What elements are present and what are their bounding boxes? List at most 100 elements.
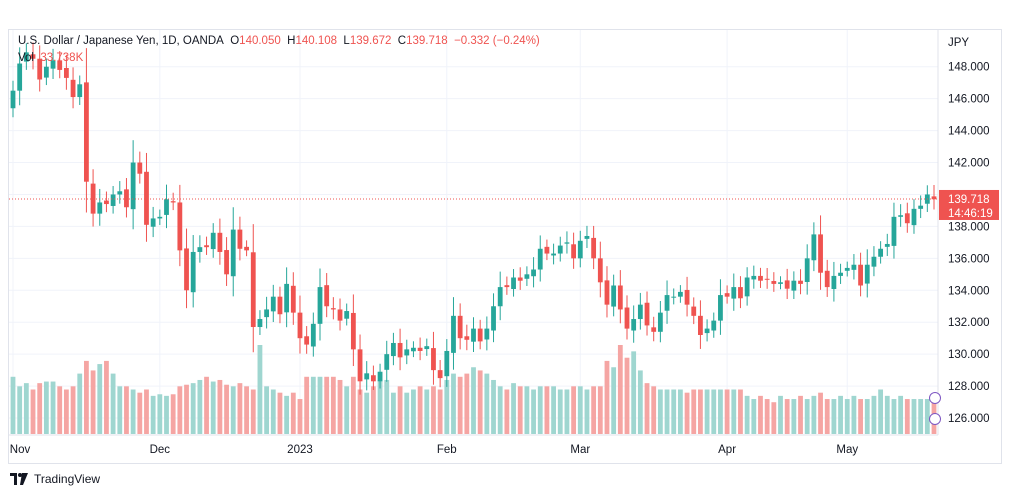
candle-body: [370, 375, 376, 382]
volume-bar: [457, 376, 463, 434]
volume-bar: [177, 386, 183, 434]
y-tick-label: 136.000: [948, 253, 990, 265]
volume-bar: [451, 373, 456, 434]
volume-bar: [270, 389, 276, 434]
symbol-title: U.S. Dollar / Japanese Yen, 1D, OANDA: [18, 35, 224, 47]
volume-bar: [577, 386, 583, 434]
candle-body: [571, 244, 577, 259]
volume-legend[interactable]: Vol 33.738K: [18, 52, 83, 64]
candle-body: [764, 278, 770, 280]
volume-bar: [391, 392, 396, 434]
volume-bar: [771, 402, 777, 434]
y-tick-label: 132.000: [948, 317, 990, 329]
volume-bar: [37, 383, 43, 434]
volume-bar: [664, 389, 670, 434]
candle-body: [577, 240, 583, 259]
circle-icon[interactable]: [929, 392, 941, 404]
x-tick-label: Feb: [437, 444, 457, 456]
volume-bar: [504, 389, 510, 434]
candle-body: [224, 250, 229, 275]
y-tick-label: 138.000: [948, 221, 990, 233]
candle-body: [624, 307, 630, 329]
candle-body: [444, 350, 450, 377]
candle-body: [637, 304, 643, 320]
volume-bar: [631, 351, 637, 434]
volume-bar: [791, 399, 797, 434]
candle-body: [70, 79, 76, 98]
symbol-legend[interactable]: U.S. Dollar / Japanese Yen, 1D, OANDA O1…: [18, 35, 540, 47]
volume-bar: [731, 389, 737, 434]
candle-body: [324, 285, 330, 307]
candle-body: [257, 319, 263, 328]
price-tag-price: 139.718: [948, 194, 990, 206]
x-tick-label: Nov: [10, 444, 31, 456]
candle-body: [457, 315, 463, 339]
candle-body: [831, 275, 837, 290]
candle-body: [778, 282, 783, 284]
candle-body: [731, 287, 737, 299]
candle-body: [184, 248, 189, 291]
volume-bar: [517, 386, 523, 434]
volume-bar: [237, 383, 243, 434]
volume-bar: [818, 392, 823, 434]
volume-bar: [597, 386, 603, 434]
candle-body: [784, 280, 790, 289]
candle-body: [284, 283, 290, 313]
volume-bar: [424, 389, 430, 434]
volume-label: Vol: [18, 52, 34, 64]
volume-bar: [444, 379, 450, 434]
volume-bar: [611, 367, 617, 434]
candle-body: [57, 60, 63, 70]
volume-bar: [370, 386, 376, 434]
volume-bar: [437, 389, 443, 434]
candle-body: [377, 371, 383, 382]
volume-bar: [864, 399, 870, 434]
candle-body: [384, 354, 390, 370]
volume-bar: [364, 392, 370, 434]
volume-bar: [651, 386, 657, 434]
volume-bar: [250, 389, 256, 434]
volume-bar: [878, 389, 884, 434]
candle-body: [651, 327, 657, 332]
candle-body: [124, 189, 129, 208]
volume-value: 33.738K: [40, 52, 84, 64]
circle-icon[interactable]: [929, 413, 941, 425]
y-tick-label: 146.000: [948, 94, 990, 106]
candle-body: [698, 315, 703, 335]
candle-body: [844, 267, 850, 271]
open-label: O: [230, 35, 240, 47]
volume-bar: [491, 379, 496, 434]
volume-bar: [677, 389, 683, 434]
candle-body: [337, 309, 343, 321]
price-axis[interactable]: 126.000 128.000 130.000 132.000 134.000 136.0…: [948, 62, 990, 425]
candle-body: [350, 312, 356, 350]
candle-body: [397, 342, 403, 358]
candle-body: [891, 216, 897, 246]
time-axis[interactable]: Nov Dec 2023 Feb Mar Apr May: [10, 444, 859, 456]
candle-body: [537, 248, 543, 270]
volume-bar: [571, 386, 577, 434]
chart-frame[interactable]: [8, 29, 1002, 464]
candle-body: [704, 328, 710, 334]
volume-bar: [464, 373, 470, 434]
volume-bar: [918, 399, 924, 434]
footer[interactable]: TradingView: [10, 472, 100, 486]
volume-bar: [711, 389, 717, 434]
candle-body: [130, 162, 136, 210]
candle-body: [918, 205, 924, 209]
candle-body: [451, 315, 456, 353]
price-tag-background: [939, 189, 999, 220]
volume-bar: [110, 373, 116, 434]
candle-body: [190, 251, 196, 293]
candle-body: [217, 232, 223, 252]
candle-body: [424, 346, 430, 350]
candle-body: [30, 54, 36, 59]
candle-body: [250, 252, 256, 328]
volume-bar: [290, 392, 296, 434]
candle-body: [244, 246, 249, 251]
volume-bar: [904, 399, 910, 434]
candle-body: [304, 336, 310, 345]
volume-bar: [384, 379, 390, 434]
candle-body: [791, 280, 797, 291]
